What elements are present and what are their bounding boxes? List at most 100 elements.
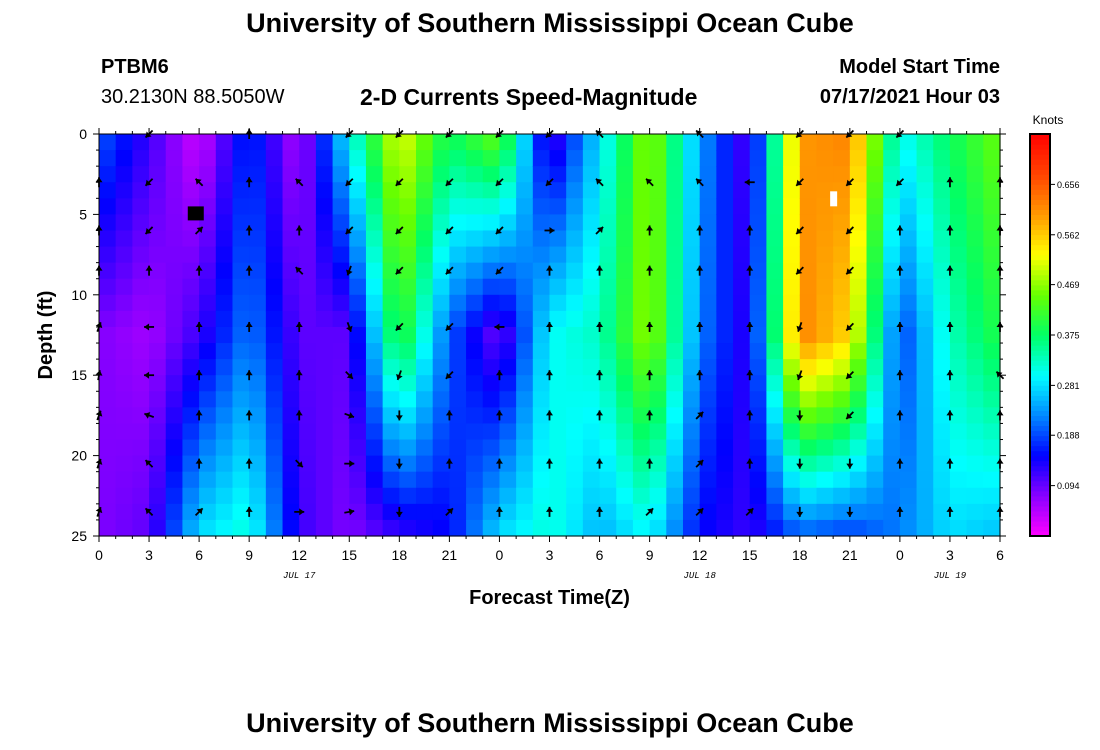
heatmap-cell xyxy=(799,150,818,167)
heatmap-cell xyxy=(365,278,384,296)
heatmap-cell xyxy=(99,487,117,505)
heatmap-cell xyxy=(132,503,150,521)
heatmap-cell xyxy=(949,519,968,537)
heatmap-cell xyxy=(716,214,734,232)
heatmap-cell xyxy=(983,343,1001,360)
heatmap-cell xyxy=(149,343,167,360)
heatmap-cell xyxy=(449,455,467,473)
heatmap-cell xyxy=(899,359,918,376)
current-vector-arrow xyxy=(896,506,904,517)
colorbar-segment xyxy=(1030,465,1050,472)
heatmap-cell xyxy=(883,423,901,441)
heatmap-cell xyxy=(199,343,217,360)
heatmap-cell xyxy=(699,310,717,328)
heatmap-cell xyxy=(466,310,484,328)
heatmap-cell xyxy=(149,487,167,505)
heatmap-cell xyxy=(799,166,818,183)
heatmap-cell xyxy=(349,278,367,296)
heatmap-cell xyxy=(599,246,617,264)
heatmap-cell xyxy=(933,326,951,344)
heatmap-cell xyxy=(766,310,784,328)
heatmap-cell xyxy=(549,198,567,215)
x-tick-label: 21 xyxy=(442,547,458,563)
heatmap-cell xyxy=(949,150,968,167)
heatmap-cell xyxy=(566,487,584,505)
chart-subtitle: 2-D Currents Speed-Magnitude xyxy=(360,84,698,110)
heatmap-cell xyxy=(949,230,968,248)
colorbar-segment xyxy=(1030,455,1050,462)
heatmap-cell xyxy=(349,214,367,232)
current-vector-arrow xyxy=(445,322,454,332)
heatmap-cell xyxy=(899,455,918,473)
heatmap-cell xyxy=(132,214,150,232)
heatmap-cell xyxy=(199,375,217,392)
heatmap-cell xyxy=(182,262,200,280)
heatmap-cell xyxy=(933,359,951,376)
heatmap-cell xyxy=(282,439,300,457)
heatmap-cell xyxy=(349,343,367,360)
heatmap-cell xyxy=(282,391,300,408)
current-vector-arrow xyxy=(746,225,754,236)
heatmap-cell xyxy=(916,407,934,425)
heatmap-cell xyxy=(332,455,350,473)
heatmap-cell xyxy=(632,230,651,248)
heatmap-cell xyxy=(165,391,184,408)
heatmap-cell xyxy=(382,423,400,441)
current-vector-arrow xyxy=(495,226,504,235)
heatmap-cell xyxy=(616,214,634,232)
heatmap-cell xyxy=(532,166,551,183)
heatmap-cell xyxy=(149,134,167,151)
heatmap-cell xyxy=(649,198,667,215)
heatmap-cell xyxy=(416,198,434,215)
heatmap-cell xyxy=(682,391,701,408)
current-vector-arrow xyxy=(696,265,704,276)
colorbar-segment xyxy=(1030,445,1050,452)
heatmap-cell xyxy=(199,166,217,183)
heatmap-cell xyxy=(549,150,567,167)
heatmap-cell xyxy=(866,503,884,521)
heatmap-cell xyxy=(532,278,551,296)
colorbar-segment xyxy=(1030,395,1050,401)
heatmap-cell xyxy=(499,503,517,521)
heatmap-cell xyxy=(666,326,684,344)
heatmap-cell xyxy=(716,182,734,199)
heatmap-cell xyxy=(315,439,334,457)
heatmap-cell xyxy=(299,487,317,505)
heatmap-cell xyxy=(816,407,834,425)
heatmap-cell xyxy=(449,359,467,376)
heatmap-cell xyxy=(332,326,350,344)
heatmap-cell xyxy=(549,214,567,232)
heatmap-cell xyxy=(749,519,768,537)
heatmap-cell xyxy=(599,182,617,199)
heatmap-cell xyxy=(215,150,234,167)
heatmap-cell xyxy=(983,439,1001,457)
heatmap-cell xyxy=(833,391,851,408)
heatmap-cell xyxy=(733,278,751,296)
colorbar-segment xyxy=(1030,515,1050,522)
heatmap-cell xyxy=(799,519,818,537)
current-vector-arrow xyxy=(896,265,904,276)
heatmap-cell xyxy=(666,359,684,376)
heatmap-cell xyxy=(666,375,684,392)
colorbar-segment xyxy=(1030,405,1050,411)
heatmap-cell xyxy=(733,519,751,537)
heatmap-cell xyxy=(482,455,501,473)
heatmap-cell xyxy=(632,391,651,408)
heatmap-cell xyxy=(265,262,284,280)
heatmap-cell xyxy=(816,134,834,151)
heatmap-cell xyxy=(532,230,551,248)
heatmap-cell xyxy=(499,343,517,360)
heatmap-cell xyxy=(649,455,667,473)
heatmap-cell xyxy=(883,198,901,215)
heatmap-cell xyxy=(349,326,367,344)
colorbar-tick-label: 0.469 xyxy=(1057,280,1080,290)
heatmap-cell xyxy=(616,326,634,344)
heatmap-cell xyxy=(916,359,934,376)
heatmap-cell xyxy=(315,503,334,521)
heatmap-cell xyxy=(482,519,501,537)
heatmap-cell xyxy=(482,198,501,215)
current-vector-arrow xyxy=(295,459,304,468)
heatmap-cell xyxy=(365,182,384,199)
heatmap-cell xyxy=(249,519,267,537)
heatmap-cell xyxy=(916,375,934,392)
